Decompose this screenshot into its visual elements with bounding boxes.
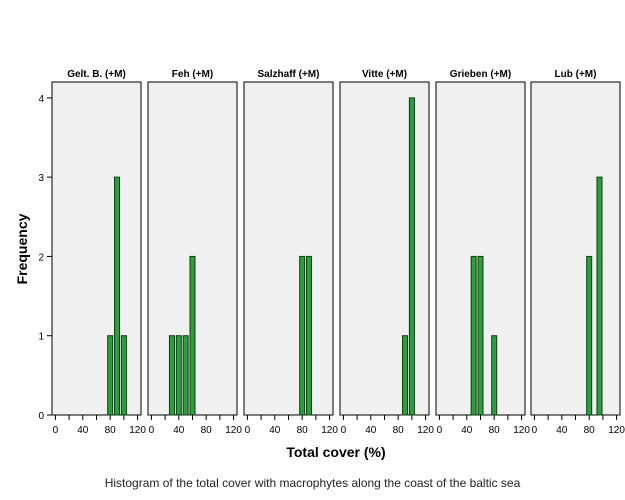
y-tick-label: 0 — [38, 411, 44, 422]
histogram-bar — [596, 176, 603, 416]
histogram-bar — [470, 255, 477, 416]
y-axis-label: Frequency — [14, 213, 30, 284]
histogram-bar — [586, 255, 593, 416]
x-axis-label: Total cover (%) — [286, 444, 385, 460]
panel-header — [340, 63, 429, 82]
histogram-bar — [168, 335, 175, 416]
panel-title: Salzhaff (+M) — [258, 69, 320, 80]
x-tick-label: 0 — [53, 425, 59, 436]
x-tick-label: 80 — [489, 425, 501, 436]
x-tick-label: 80 — [297, 425, 309, 436]
x-tick-label: 80 — [584, 425, 596, 436]
panel-title: Feh (+M) — [172, 69, 213, 80]
x-tick-label: 0 — [341, 425, 347, 436]
histogram-bar — [175, 335, 182, 416]
x-tick-label: 0 — [149, 425, 155, 436]
x-tick-label: 0 — [437, 425, 443, 436]
histogram-bar — [477, 255, 484, 416]
histogram-bar — [189, 255, 196, 416]
x-tick-label: 80 — [393, 425, 405, 436]
x-tick-label: 0 — [532, 425, 538, 436]
x-tick-label: 40 — [269, 425, 281, 436]
histogram-chart: 0 1 2 3 4 Frequency Gelt. B. (+M) 0 40 80 120 Feh (… — [14, 63, 625, 460]
panel-title: Grieben (+M) — [450, 69, 511, 80]
x-tick-label: 120 — [417, 425, 434, 436]
panel-header — [148, 63, 237, 82]
figure-caption: Histogram of the total cover with macrop… — [104, 476, 521, 490]
x-tick-label: 40 — [173, 425, 185, 436]
histogram-bar — [306, 255, 313, 416]
histogram-bar — [114, 176, 121, 416]
histogram-bar — [120, 335, 127, 416]
y-tick-label: 2 — [38, 252, 44, 263]
x-tick-label: 120 — [608, 425, 625, 436]
histogram-bar — [491, 335, 498, 416]
panel-header — [52, 63, 141, 82]
histogram-bar — [299, 255, 306, 416]
x-tick-label: 120 — [225, 425, 242, 436]
histogram-bar — [182, 335, 189, 416]
x-tick-label: 120 — [129, 425, 146, 436]
x-tick-label: 40 — [461, 425, 473, 436]
histogram-bar — [107, 335, 114, 416]
panel-header — [531, 63, 620, 82]
x-tick-label: 40 — [77, 425, 89, 436]
x-tick-label: 120 — [321, 425, 338, 436]
y-tick-label: 3 — [38, 173, 44, 184]
panel-plot-area — [51, 81, 142, 416]
histogram-bar — [402, 335, 409, 416]
x-tick-label: 80 — [201, 425, 213, 436]
panel-title: Gelt. B. (+M) — [67, 69, 126, 80]
x-tick-label: 80 — [105, 425, 117, 436]
x-tick-label: 40 — [556, 425, 568, 436]
panel-header — [436, 63, 525, 82]
x-tick-label: 40 — [365, 425, 377, 436]
panel-title: Vitte (+M) — [362, 69, 407, 80]
histogram-bar — [408, 97, 415, 416]
y-tick-label: 1 — [38, 332, 44, 343]
x-tick-label: 120 — [513, 425, 530, 436]
panel-plot-area — [243, 81, 334, 416]
panel-plot-area — [339, 81, 430, 416]
y-tick-label: 4 — [38, 94, 44, 105]
panel-title: Lub (+M) — [555, 69, 597, 80]
x-tick-label: 0 — [245, 425, 251, 436]
panel-header — [244, 63, 333, 82]
panel-plot-area — [530, 81, 621, 416]
